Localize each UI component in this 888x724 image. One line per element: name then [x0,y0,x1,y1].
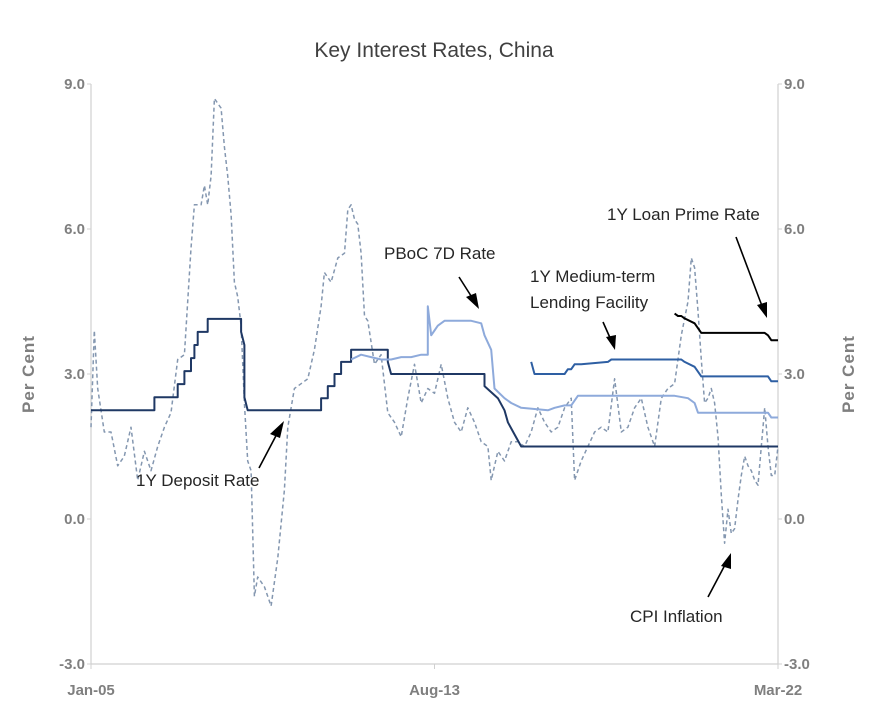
right-y-axis-label: Per Cent [839,335,858,413]
series-layer [90,97,779,607]
x-tick-label: Mar-22 [754,682,802,699]
y-tick-label-left: 0.0 [64,511,85,528]
chart-title: Key Interest Rates, China [314,39,554,62]
right-y-tick-labels: 9.0 6.0 3.0 0.0 -3.0 [778,76,810,673]
annotation-deposit-rate-label: 1Y Deposit Rate [136,471,259,490]
annotation-lpr-label: 1Y Loan Prime Rate [607,205,760,224]
series-line-cpi-inflation [90,97,779,607]
annotation-lpr-arrowhead [757,302,767,318]
y-tick-label-right: 0.0 [784,511,805,528]
series-line-1y-deposit-rate [91,317,778,448]
y-tick-label-right: 3.0 [784,366,805,383]
annotation-cpi: CPI Inflation [630,553,731,626]
left-y-tick-labels: 9.0 6.0 3.0 0.0 -3.0 [59,76,91,673]
series-line-1y-loan-prime-rate [674,312,778,342]
x-tick-labels: Jan-05 Aug-13 Mar-22 [67,664,802,699]
series-line-pboc-7d-rate [350,305,778,419]
annotation-mlf-arrowhead [606,335,616,350]
annotation-deposit-rate-arrow-line [258,429,280,469]
annotation-lpr: 1Y Loan Prime Rate [607,205,767,318]
left-y-axis-label: Per Cent [19,335,38,413]
annotation-lpr-arrow-line [735,236,763,307]
y-tick-label-right: -3.0 [784,656,810,673]
annotation-cpi-arrowhead [721,553,731,569]
annotation-cpi-arrow-line [707,562,727,598]
x-tick-label: Aug-13 [409,682,460,699]
annotation-mlf-label-line1: 1Y Medium-term [530,267,655,286]
y-tick-label-right: 9.0 [784,76,805,93]
y-tick-label-left: -3.0 [59,656,85,673]
annotation-mlf: 1Y Medium-term Lending Facility [530,267,655,350]
y-tick-label-right: 6.0 [784,221,805,238]
y-tick-label-left: 6.0 [64,221,85,238]
y-tick-label-left: 3.0 [64,366,85,383]
annotation-deposit-rate: 1Y Deposit Rate [136,421,284,490]
annotation-pboc-rate: PBoC 7D Rate [384,244,496,309]
annotation-cpi-label: CPI Inflation [630,607,723,626]
annotation-pboc-rate-arrowhead [466,293,479,309]
y-tick-label-left: 9.0 [64,76,85,93]
annotation-mlf-label-line2: Lending Facility [530,293,649,312]
annotation-deposit-rate-arrowhead [270,421,284,438]
series-line-1y-medium-term-lending-facility [530,358,778,383]
x-tick-label: Jan-05 [67,682,115,699]
annotation-pboc-rate-label: PBoC 7D Rate [384,244,496,263]
